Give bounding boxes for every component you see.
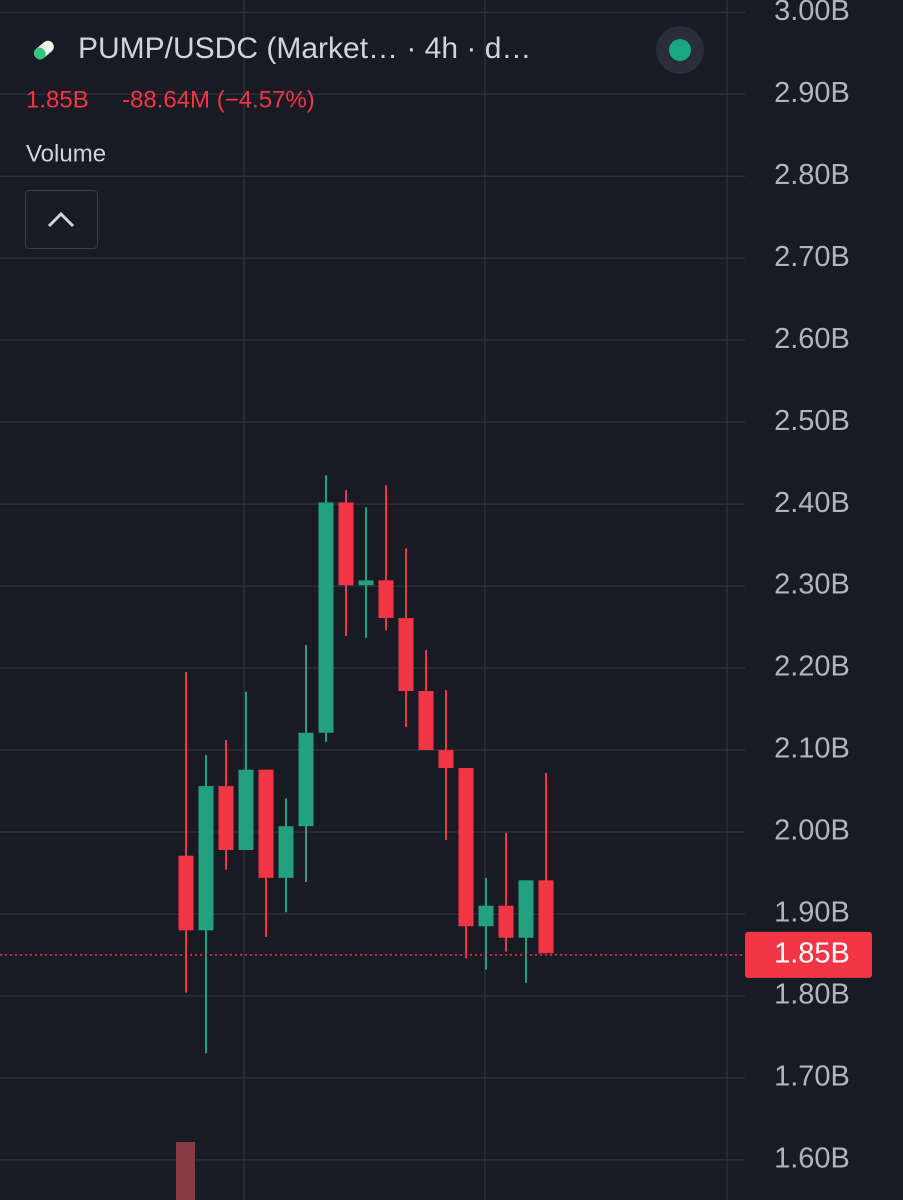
candle-body (218, 786, 234, 850)
candle-body (178, 855, 194, 931)
candle-body (438, 750, 454, 769)
chevron-icon (47, 211, 75, 228)
grid (0, 11, 745, 1161)
y-tick-label: 2.70B (774, 241, 850, 273)
y-tick-label: 2.10B (774, 733, 850, 765)
indicator-label: Volume (26, 140, 106, 167)
volume-bar (176, 1142, 195, 1200)
last-price-box (745, 931, 872, 978)
price: 1.85B (26, 86, 89, 113)
y-tick-label: 1.70B (774, 1061, 850, 1093)
symbol-title[interactable]: PUMP/USDC (Market… · 4h · d… (78, 32, 531, 65)
price-axis: 1.60B 1.70B 1.80B 1.90B 2.00B 2.10B 2.20B 2.30B… (745, 0, 872, 1174)
candle-body (318, 502, 334, 733)
candle-body (538, 880, 554, 954)
y-tick-label: 2.60B (774, 323, 850, 355)
plot (0, 475, 745, 1054)
y-tick-label: 2.40B (774, 487, 850, 519)
candle-body (338, 502, 354, 586)
y-tick-label: 2.50B (774, 405, 850, 437)
candle-body (198, 786, 214, 931)
change: -88.64M (−4.57%) (122, 86, 315, 113)
y-tick-label: 1.90B (774, 897, 850, 929)
y-tick-label: 2.90B (774, 77, 850, 109)
candle-body (258, 769, 274, 878)
y-tick-label: 2.00B (774, 815, 850, 847)
symbol-icon-half (33, 47, 46, 60)
candle-body (358, 580, 374, 586)
collapse-button[interactable] (25, 190, 98, 249)
candle-body (298, 732, 314, 827)
candle-body (458, 768, 474, 927)
candle-body (478, 905, 494, 927)
candle-body (278, 826, 294, 878)
vertical-grid (243, 0, 728, 1200)
y-tick-label: 1.60B (774, 1142, 850, 1174)
y-tick-label: 2.30B (774, 569, 850, 601)
candle-body (398, 618, 414, 691)
candle-body (418, 690, 434, 750)
last-price-label: 1.85B (774, 938, 850, 970)
candle-body (378, 580, 394, 619)
status-dot (669, 39, 691, 61)
candle-body (518, 880, 534, 938)
y-tick-label: 2.20B (774, 651, 850, 683)
y-tick-label: 3.00B (774, 0, 850, 27)
header: PUMP/USDC (Market… · 4h · d… 1.85B -88.6… (25, 26, 704, 249)
y-tick-label: 2.80B (774, 159, 850, 191)
candle-body (498, 905, 514, 938)
candle-body (238, 769, 254, 850)
y-tick-label: 1.80B (774, 979, 850, 1011)
